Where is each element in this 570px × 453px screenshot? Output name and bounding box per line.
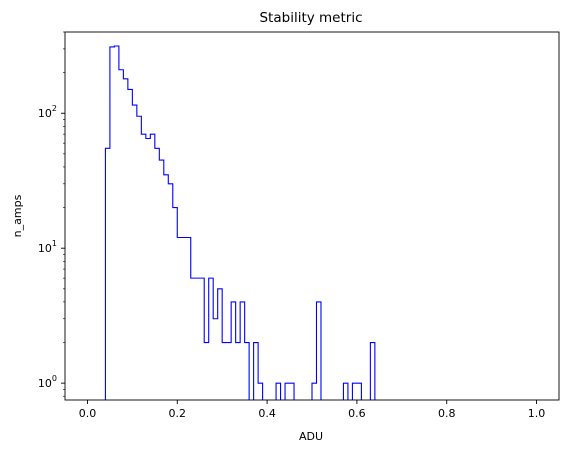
x-tick-label: 0.8	[438, 407, 456, 420]
x-axis: 0.0 0.2 0.4 0.6 0.8 1.0	[79, 400, 546, 420]
series-layer	[104, 45, 376, 400]
y-axis-label: n_amps	[11, 194, 24, 237]
plot-frame	[64, 31, 560, 401]
x-tick-label: 0.0	[79, 407, 97, 420]
x-tick-label: 0.4	[258, 407, 276, 420]
x-tick-label: 0.2	[169, 407, 187, 420]
x-axis-label: ADU	[299, 430, 323, 443]
chart-title: Stability metric	[259, 10, 362, 26]
y-tick-label: 100	[38, 374, 57, 390]
x-tick-label: 1.0	[528, 407, 546, 420]
y-axis: 100 101 102	[38, 31, 65, 397]
histogram-series	[104, 45, 376, 400]
y-tick-label: 102	[38, 104, 57, 120]
x-tick-label: 0.6	[348, 407, 366, 420]
y-tick-label: 101	[38, 239, 57, 255]
